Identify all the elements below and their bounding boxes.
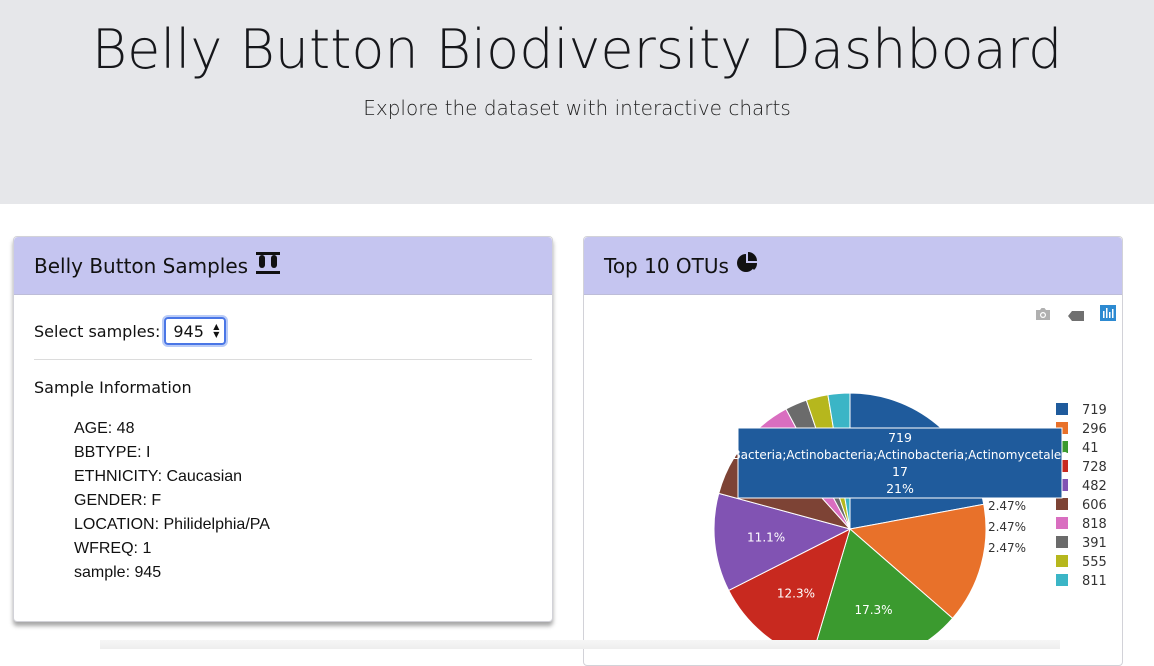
- sample-metadata-list: AGE: 48 BBTYPE: I ETHNICITY: Caucasian G…: [74, 419, 270, 587]
- metadata-item: ETHNICITY: Caucasian: [74, 468, 243, 485]
- page-subtitle: Explore the dataset with interactive cha…: [363, 96, 791, 120]
- chart-modebar: [1034, 305, 1116, 325]
- pie-chart-icon: [735, 251, 759, 280]
- samples-card: Belly Button Samples Select samples: 945…: [13, 236, 553, 622]
- metadata-item: sample: 945: [74, 564, 162, 581]
- metadata-item: LOCATION: Philidelphia/PA: [74, 516, 270, 533]
- sample-select-value: 945: [173, 321, 204, 341]
- test-tubes-icon: [254, 251, 282, 280]
- otu-card-title: Top 10 OTUs: [604, 253, 729, 278]
- samples-card-title: Belly Button Samples: [34, 253, 249, 278]
- sample-info-heading: Sample Information: [34, 378, 192, 397]
- bar-chart-icon[interactable]: [1100, 305, 1116, 325]
- metadata-item: AGE: 48: [74, 420, 135, 437]
- metadata-item: BBTYPE: I: [74, 444, 151, 461]
- samples-card-header: Belly Button Samples: [14, 237, 552, 295]
- header-banner: Belly Button Biodiversity Dashboard Expl…: [0, 0, 1154, 204]
- otu-card: Top 10 OTUs: [583, 236, 1123, 666]
- page-title: Belly Button Biodiversity Dashboard: [91, 18, 1063, 81]
- sample-select[interactable]: 945 ▲ ▼: [164, 317, 227, 345]
- select-arrows-icon: ▲ ▼: [213, 322, 220, 339]
- sample-select-label: Select samples:: [34, 321, 161, 341]
- divider: [34, 359, 532, 360]
- page-footer-shadow: [100, 640, 1060, 649]
- camera-icon[interactable]: [1034, 306, 1052, 325]
- tag-icon[interactable]: [1068, 306, 1084, 325]
- sample-select-row: Select samples: 945 ▲ ▼: [34, 317, 227, 345]
- metadata-item: GENDER: F: [74, 492, 162, 509]
- metadata-item: WFREQ: 1: [74, 540, 152, 557]
- otu-card-header: Top 10 OTUs: [584, 237, 1122, 295]
